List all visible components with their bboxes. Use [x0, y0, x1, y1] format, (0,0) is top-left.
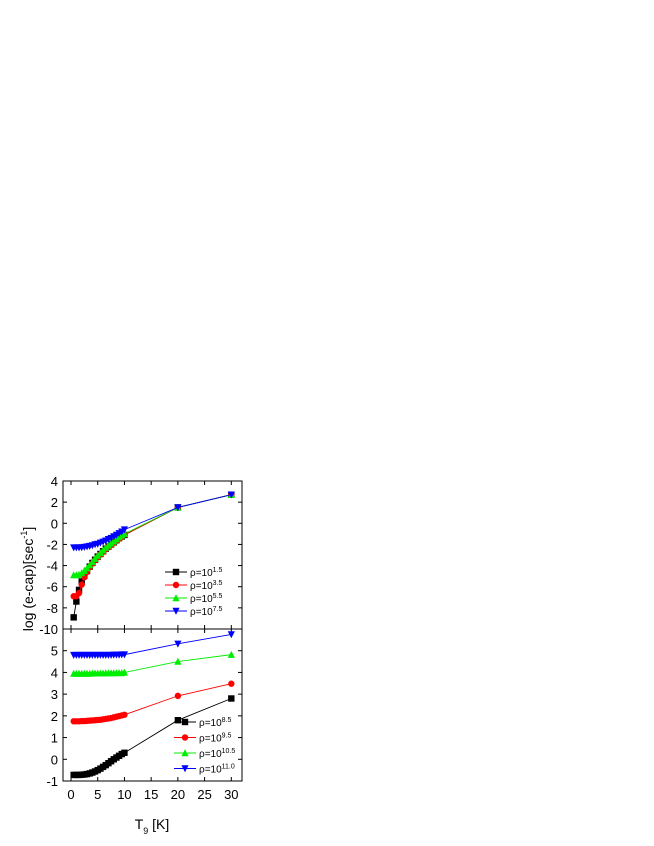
- y-axis-label: log (e-cap)[sec-1]: [19, 527, 36, 632]
- data-point: [174, 657, 182, 665]
- x-axis-label: T9 [K]: [135, 816, 170, 836]
- data-point: [228, 695, 235, 702]
- y-tick-label: -2: [46, 537, 58, 552]
- legend-label: ρ=101.5: [190, 567, 222, 579]
- legend-label-base: ρ=10: [190, 568, 213, 579]
- y-tick-label: 2: [51, 709, 58, 724]
- x-axis-label-main: T: [135, 816, 144, 832]
- y-axis-label-tail: ]: [20, 527, 36, 531]
- x-tick-label: 5: [94, 787, 101, 802]
- x-tick-label: 20: [171, 787, 185, 802]
- series-1-3: [70, 631, 235, 659]
- data-point: [120, 530, 129, 538]
- x-tick-label: 0: [67, 787, 74, 802]
- legend-label-exp: 5.5: [213, 593, 223, 600]
- legend-label-exp: 7.5: [213, 606, 223, 613]
- legend-marker: [172, 568, 180, 576]
- data-point: [228, 680, 235, 687]
- legend-label-exp: 8.5: [222, 717, 232, 724]
- legend-marker: [172, 607, 180, 615]
- data-point: [174, 692, 182, 700]
- legend-0: ρ=101.5ρ=103.5ρ=105.5ρ=107.5: [165, 567, 222, 618]
- y-tick-label: 0: [51, 516, 58, 531]
- x-axis-label-unit: [K]: [148, 816, 169, 832]
- y-axis-label-main: log (e-cap)[sec: [20, 539, 36, 632]
- legend-label-base: ρ=10: [190, 581, 213, 592]
- legend-label-base: ρ=10: [199, 718, 222, 729]
- data-point: [120, 526, 129, 534]
- series-1-2: [70, 650, 235, 677]
- legend-label-exp: 3.5: [213, 580, 223, 587]
- x-tick-label: 30: [224, 787, 238, 802]
- data-point: [78, 581, 85, 588]
- legend-label-base: ρ=10: [199, 749, 222, 760]
- panel-top: -10-8-6-4-2024ρ=101.5ρ=103.5ρ=105.5ρ=107…: [39, 474, 242, 637]
- x-tick-label: 25: [197, 787, 211, 802]
- series-line: [73, 494, 232, 576]
- legend-marker: [181, 718, 189, 726]
- data-point: [227, 491, 235, 499]
- panel-bottom-frame: [62, 628, 243, 782]
- data-point: [227, 631, 235, 639]
- y-tick-label: -4: [46, 559, 58, 574]
- data-point: [121, 711, 128, 718]
- series-0-2: [70, 490, 235, 579]
- legend-label-base: ρ=10: [199, 765, 222, 776]
- x-tick-label: 10: [117, 787, 131, 802]
- data-point: [174, 717, 182, 724]
- data-point: [70, 614, 77, 621]
- legend-marker: [181, 749, 189, 757]
- legend-marker: [172, 581, 180, 589]
- data-point: [227, 650, 235, 658]
- data-point: [75, 589, 83, 597]
- y-tick-label: 3: [51, 687, 58, 702]
- legend-label: ρ=1011.0: [199, 764, 235, 776]
- y-tick-label: 4: [51, 665, 58, 680]
- legend-label-exp: 10.5: [222, 748, 236, 755]
- legend-label-exp: 11.0: [222, 764, 235, 771]
- y-tick-label: -6: [46, 580, 58, 595]
- legend-label: ρ=107.5: [190, 606, 222, 618]
- x-axis-label-sub: 9: [143, 826, 148, 836]
- series-1-1: [70, 680, 235, 725]
- y-tick-label: 0: [51, 752, 58, 767]
- panel-bottom: 0 5 10 15 20 25 30-1012345ρ=108.5ρ=109.5ρ=1010…: [46, 629, 242, 802]
- data-point: [120, 668, 129, 676]
- x-tick-label: 15: [144, 787, 158, 802]
- y-tick-label: 1: [51, 731, 58, 746]
- y-tick-label: -8: [46, 601, 58, 616]
- legend-label-base: ρ=10: [190, 594, 213, 605]
- data-point: [120, 651, 129, 659]
- legend-marker: [181, 765, 189, 773]
- legend-marker: [172, 594, 180, 602]
- y-tick-label: -1: [46, 774, 58, 789]
- series-line: [73, 683, 232, 722]
- y-tick-label: -10: [39, 622, 58, 637]
- y-tick-label: 4: [51, 474, 58, 489]
- series-0-3: [70, 491, 235, 552]
- legend-label-base: ρ=10: [199, 734, 222, 745]
- legend-label-exp: 1.5: [213, 567, 223, 574]
- data-point: [73, 598, 80, 605]
- legend-label: ρ=105.5: [190, 593, 222, 605]
- legend-marker: [181, 734, 189, 741]
- legend-1: ρ=108.5ρ=109.5ρ=1010.5ρ=1011.0: [174, 717, 235, 776]
- legend-label: ρ=108.5: [199, 717, 231, 729]
- data-point: [174, 640, 182, 648]
- legend-label: ρ=103.5: [190, 580, 222, 592]
- legend-label-exp: 9.5: [222, 733, 232, 740]
- y-tick-label: 5: [51, 644, 58, 659]
- data-point: [174, 504, 182, 512]
- legend-label: ρ=1010.5: [199, 748, 235, 760]
- series-1-0: [70, 695, 235, 779]
- legend-label-base: ρ=10: [190, 607, 213, 618]
- y-axis-label-sup: -1: [19, 531, 29, 539]
- legend-label: ρ=109.5: [199, 733, 231, 745]
- data-point: [121, 749, 128, 756]
- y-tick-label: 2: [51, 495, 58, 510]
